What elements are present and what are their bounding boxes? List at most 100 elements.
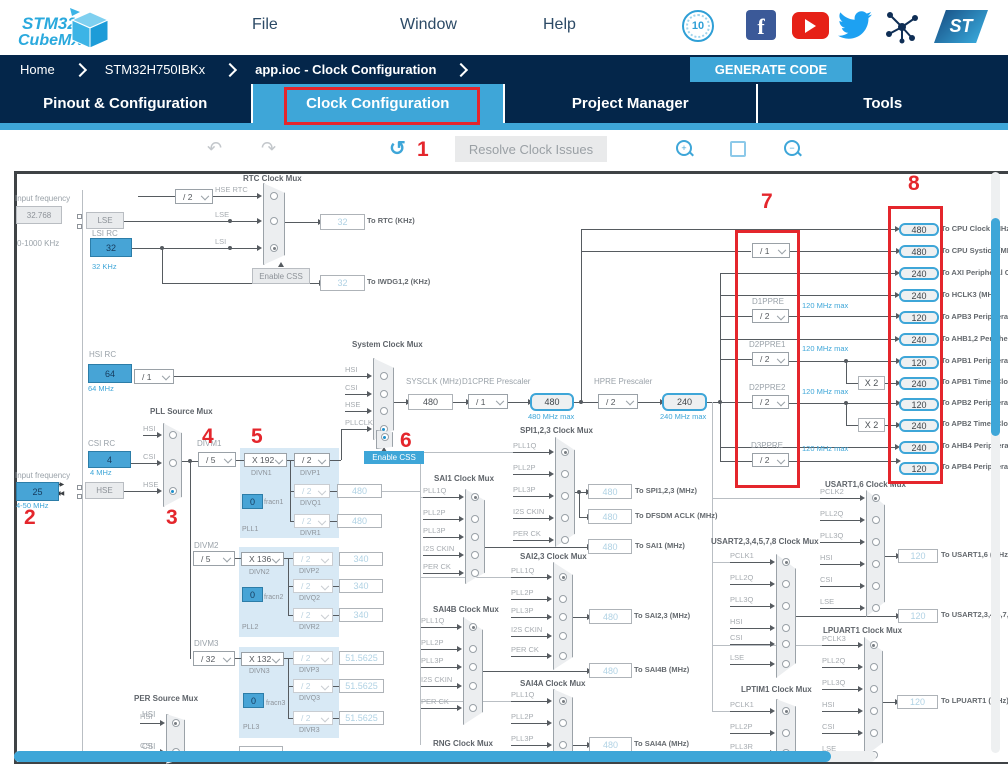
value-input[interactable]: 32 <box>90 238 132 257</box>
prescaler-dropdown[interactable]: / 2 <box>293 608 333 622</box>
mux-radio[interactable] <box>869 685 878 693</box>
prescaler-dropdown[interactable]: / 2 <box>293 552 333 566</box>
tab-pinout-configuration[interactable]: Pinout & Configuration <box>0 84 253 123</box>
prescaler-dropdown[interactable]: X 192 <box>244 453 287 467</box>
mux-radio[interactable] <box>270 217 278 225</box>
mux-radio[interactable] <box>871 538 880 546</box>
tab-tools[interactable]: Tools <box>863 95 903 112</box>
value-input[interactable]: 64 <box>88 364 132 383</box>
mux-radio[interactable] <box>380 433 389 441</box>
mux-radio[interactable] <box>782 640 790 648</box>
youtube-icon[interactable] <box>792 12 829 39</box>
mux-radio[interactable] <box>469 663 477 671</box>
prescaler-dropdown[interactable]: / 2 <box>294 453 330 467</box>
mux-radio[interactable] <box>471 569 479 577</box>
mux-radio[interactable] <box>871 582 880 590</box>
mux-radio[interactable] <box>559 652 567 660</box>
prescaler-dropdown[interactable]: / 2 <box>294 484 330 498</box>
menu-window[interactable]: Window <box>400 16 457 33</box>
mux-radio[interactable] <box>561 492 569 500</box>
undo-icon[interactable]: ↶ <box>207 138 223 158</box>
mux-radio[interactable] <box>782 660 790 668</box>
prescaler-dropdown[interactable]: / 2 <box>598 394 638 409</box>
mux-radio[interactable] <box>869 729 878 737</box>
mux-radio[interactable] <box>471 493 479 501</box>
mux-radio[interactable] <box>469 645 477 653</box>
mux-radio[interactable] <box>471 515 479 523</box>
mux-radio[interactable] <box>782 624 790 632</box>
mux-radio[interactable] <box>561 448 569 456</box>
community-icon[interactable] <box>884 10 920 44</box>
mux-radio[interactable] <box>168 431 177 439</box>
mux-radio[interactable] <box>379 407 388 415</box>
value-input[interactable]: 25 <box>16 482 59 501</box>
prescaler-dropdown[interactable]: / 2 <box>294 514 330 528</box>
mux-radio[interactable] <box>469 682 477 690</box>
value-input[interactable]: 0 <box>242 494 263 509</box>
prescaler-dropdown[interactable]: / 2 <box>752 395 789 409</box>
redo-icon[interactable]: ↷ <box>261 138 277 158</box>
mux-radio[interactable] <box>168 487 177 495</box>
mux-radio[interactable] <box>869 641 878 649</box>
mux-radio[interactable] <box>871 604 880 612</box>
mux-radio[interactable] <box>559 573 567 581</box>
prescaler-dropdown[interactable]: / 2 <box>175 189 213 204</box>
tab-clock-configuration[interactable]: Clock Configuration <box>252 84 505 123</box>
mux-radio[interactable] <box>270 192 278 200</box>
prescaler-dropdown[interactable]: X 136 <box>241 552 284 566</box>
generate-code-button[interactable]: GENERATE CODE <box>690 57 852 82</box>
mux-radio[interactable] <box>469 623 477 631</box>
prescaler-dropdown[interactable]: / 2 <box>752 453 789 467</box>
mux-radio[interactable] <box>559 632 567 640</box>
mux-radio[interactable] <box>171 719 180 727</box>
prescaler-dropdown[interactable]: / 1 <box>134 369 174 384</box>
value-input[interactable]: 0 <box>243 693 264 708</box>
mux-radio[interactable] <box>559 697 567 705</box>
mux-radio[interactable] <box>168 459 177 467</box>
mux-radio[interactable] <box>471 533 479 541</box>
prescaler-dropdown[interactable]: / 2 <box>752 352 789 366</box>
mux-radio[interactable] <box>270 244 278 252</box>
mux-radio[interactable] <box>379 390 388 398</box>
mux-radio[interactable] <box>871 560 880 568</box>
facebook-icon[interactable]: f <box>746 10 776 40</box>
menu-file[interactable]: File <box>252 16 278 33</box>
st-logo[interactable]: ST <box>934 10 988 43</box>
mux-radio[interactable] <box>871 494 880 502</box>
prescaler-dropdown[interactable]: / 2 <box>293 579 333 593</box>
mux-radio[interactable] <box>559 595 567 603</box>
prescaler-dropdown[interactable]: X 132 <box>241 652 284 666</box>
mux-radio[interactable] <box>561 470 569 478</box>
breadcrumb-mcu[interactable]: STM32H750IBKx <box>104 62 206 77</box>
prescaler-dropdown[interactable]: / 1 <box>752 243 790 258</box>
h-scrollbar-thumb[interactable] <box>14 751 831 762</box>
value-input[interactable]: 4 <box>88 451 131 468</box>
tab-project-manager[interactable]: Project Manager <box>505 84 758 123</box>
resolve-clock-issues-button[interactable]: Resolve Clock Issues <box>455 136 607 162</box>
mux-radio[interactable] <box>379 372 388 380</box>
prescaler-dropdown[interactable]: / 2 <box>752 309 789 323</box>
v-scrollbar-thumb[interactable] <box>991 218 1000 436</box>
mux-radio[interactable] <box>559 613 567 621</box>
mux-radio[interactable] <box>782 729 790 737</box>
mux-radio[interactable] <box>561 536 569 544</box>
mux-radio[interactable] <box>869 707 878 715</box>
breadcrumb-home[interactable]: Home <box>20 62 55 77</box>
prescaler-dropdown[interactable]: / 5 <box>198 452 236 467</box>
zoom-out-icon[interactable]: − <box>784 140 800 156</box>
mux-radio[interactable] <box>561 514 569 522</box>
fit-screen-icon[interactable] <box>730 141 746 157</box>
prescaler-dropdown[interactable]: / 1 <box>468 394 508 409</box>
v-scrollbar-track[interactable] <box>991 172 1000 753</box>
prescaler-dropdown[interactable]: / 2 <box>293 651 333 665</box>
mux-radio[interactable] <box>471 551 479 559</box>
mux-radio[interactable] <box>782 602 790 610</box>
refresh-icon[interactable]: ↺ <box>389 138 406 160</box>
mux-radio[interactable] <box>559 719 567 727</box>
mux-radio[interactable] <box>469 704 477 712</box>
value-input[interactable]: 0 <box>242 587 263 602</box>
prescaler-dropdown[interactable]: / 32 <box>193 651 235 666</box>
zoom-in-icon[interactable]: + <box>676 140 692 156</box>
prescaler-dropdown[interactable]: / 2 <box>293 679 333 693</box>
menu-help[interactable]: Help <box>543 16 576 33</box>
